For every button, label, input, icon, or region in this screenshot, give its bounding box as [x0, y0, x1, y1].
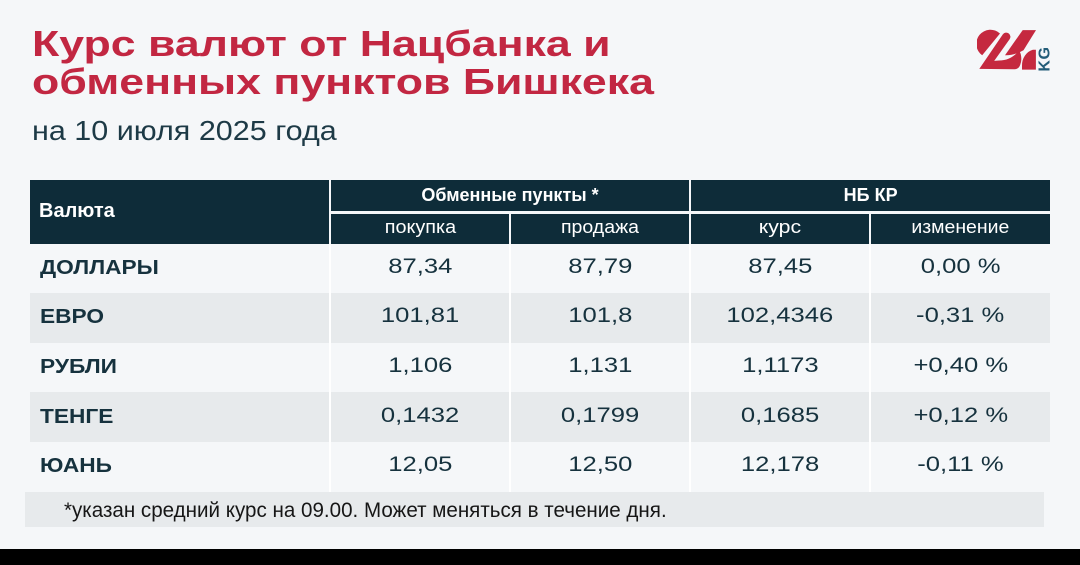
svg-text:KG: KG	[1037, 47, 1051, 72]
